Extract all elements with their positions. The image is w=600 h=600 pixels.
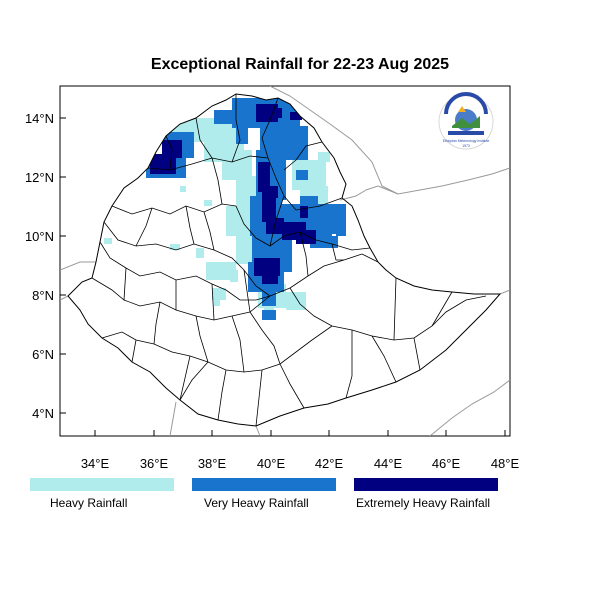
legend-label-extreme: Extremely Heavy Rainfall bbox=[356, 496, 491, 510]
heavy-rainfall-cell bbox=[206, 262, 236, 280]
y-tick-label: 8°N bbox=[32, 288, 54, 303]
extreme-rainfall-cell bbox=[290, 112, 302, 120]
logo-year: 1973 bbox=[462, 144, 470, 148]
neighbor-borders bbox=[60, 86, 510, 436]
heavy-rainfall-cell bbox=[222, 150, 252, 180]
very-heavy-rainfall-cell bbox=[262, 310, 276, 320]
x-tick-label: 36°E bbox=[140, 456, 169, 471]
very-heavy-rainfall-cell bbox=[262, 290, 276, 306]
heavy-rainfall-cell bbox=[214, 300, 220, 306]
heavy-rainfall-cell bbox=[230, 270, 238, 282]
legend-swatch-extreme bbox=[354, 478, 498, 491]
extreme-rainfall-cell bbox=[262, 274, 278, 284]
logo-text: Ethiopian Meteorology Institute bbox=[443, 139, 490, 143]
heavy-rainfall-cell bbox=[180, 186, 186, 192]
map-title: Exceptional Rainfall for 22-23 Aug 2025 bbox=[150, 56, 450, 73]
heavy-rainfall-cell bbox=[104, 238, 112, 244]
heavy-rainfall-cell bbox=[212, 288, 226, 300]
heavy-rainfall-cell bbox=[196, 248, 204, 258]
extreme-rainfall-cell bbox=[254, 258, 280, 276]
extreme-rainfall-cell bbox=[270, 108, 282, 118]
x-tick-label: 48°E bbox=[491, 456, 520, 471]
axis-ticks bbox=[60, 117, 506, 436]
x-tick-label: 44°E bbox=[374, 456, 403, 471]
y-tick-label: 6°N bbox=[32, 347, 54, 362]
legend-swatch-very-heavy bbox=[192, 478, 336, 491]
y-tick-label: 14°N bbox=[25, 111, 54, 126]
heavy-rainfall-cell bbox=[170, 244, 180, 250]
y-tick-label: 10°N bbox=[25, 229, 54, 244]
heavy-rainfall-cell bbox=[318, 152, 330, 162]
very-heavy-rainfall-cell bbox=[236, 122, 248, 144]
extreme-rainfall-cell bbox=[258, 162, 270, 192]
very-heavy-rainfall-cell bbox=[214, 110, 232, 124]
extreme-rainfall-cell bbox=[296, 230, 316, 244]
extreme-rainfall-cell bbox=[300, 206, 308, 218]
x-tick-label: 46°E bbox=[432, 456, 461, 471]
heavy-rainfall-cell bbox=[204, 200, 212, 206]
heavy-rainfall-cell bbox=[226, 206, 254, 236]
very-heavy-rainfall-cell bbox=[300, 196, 318, 206]
extreme-rainfall-cell bbox=[270, 186, 278, 198]
very-heavy-rainfall-cell bbox=[296, 170, 308, 180]
x-tick-label: 42°E bbox=[315, 456, 344, 471]
heavy-rainfall-cell bbox=[300, 300, 306, 308]
emi-logo: Ethiopian Meteorology Institute 1973 bbox=[438, 92, 494, 150]
y-tick-label: 12°N bbox=[25, 170, 54, 185]
very-heavy-rainfall-cell bbox=[336, 226, 346, 236]
x-tick-label: 40°E bbox=[257, 456, 286, 471]
zone-borders bbox=[91, 94, 487, 427]
legend-label-heavy: Heavy Rainfall bbox=[50, 496, 128, 510]
extreme-rainfall-cell bbox=[262, 192, 276, 222]
x-tick-label: 38°E bbox=[198, 456, 227, 471]
x-tick-label: 34°E bbox=[81, 456, 110, 471]
legend-swatch-heavy bbox=[30, 478, 174, 491]
legend-label-very-heavy: Very Heavy Rainfall bbox=[204, 496, 309, 510]
y-tick-label: 4°N bbox=[32, 406, 54, 421]
